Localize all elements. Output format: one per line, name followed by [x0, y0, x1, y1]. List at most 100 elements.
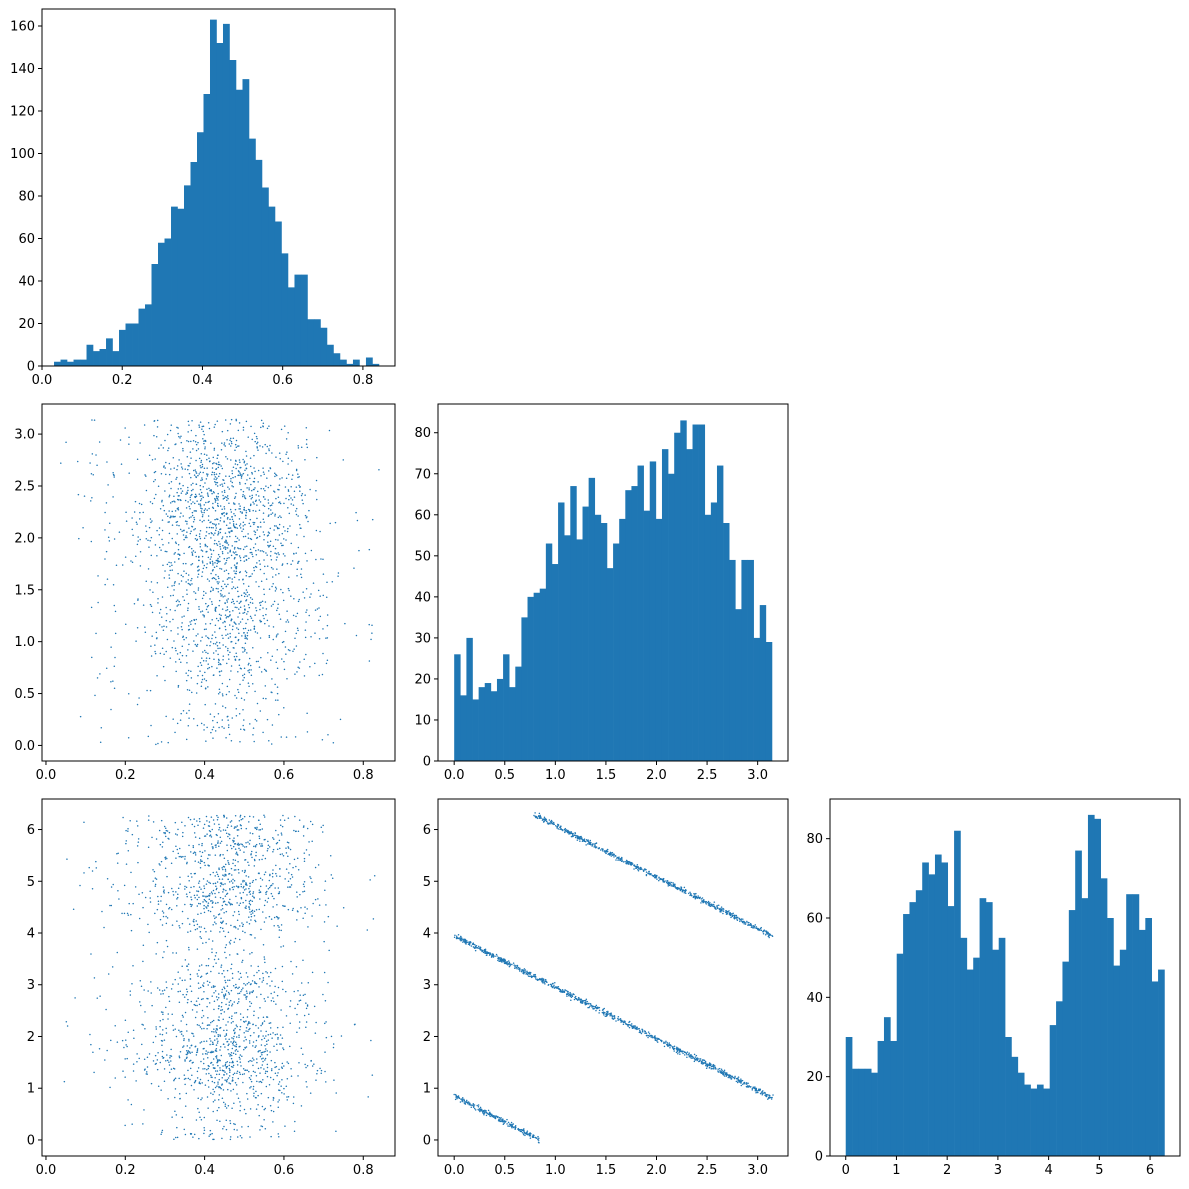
scatter-point [228, 863, 230, 866]
scatter-point [96, 464, 98, 466]
scatter-point [131, 1123, 133, 1125]
scatter-point [201, 1016, 203, 1019]
scatter-point [178, 1029, 180, 1031]
scatter-point [209, 882, 212, 885]
scatter-point [132, 1063, 135, 1065]
scatter-point [499, 1118, 502, 1120]
scatter-point [165, 1006, 167, 1009]
scatter-point [163, 831, 165, 834]
scatter-point [523, 968, 526, 970]
scatter-point [225, 634, 227, 636]
scatter-point [263, 521, 265, 523]
scatter-point [224, 868, 227, 871]
scatter-point [275, 553, 278, 555]
scatter-point [252, 521, 254, 524]
scatter-point [182, 635, 185, 637]
scatter-point [192, 448, 194, 450]
scatter-point [199, 850, 201, 853]
scatter-point [544, 983, 546, 985]
scatter-point [252, 1023, 254, 1026]
scatter-point [218, 472, 221, 475]
x-tick-label: 1.0 [545, 768, 566, 783]
scatter-point [269, 555, 272, 557]
scatter-point [217, 534, 219, 536]
scatter-point [252, 879, 255, 882]
scatter-point [225, 910, 228, 913]
scatter-point [189, 621, 191, 623]
scatter-point [177, 507, 180, 509]
scatter-point [223, 1069, 225, 1072]
scatter-point [283, 538, 285, 540]
scatter-point [237, 861, 239, 863]
scatter-point [314, 898, 317, 901]
scatter-point [268, 634, 271, 637]
scatter-point [467, 1102, 469, 1105]
scatter-point [277, 539, 279, 541]
scatter-point [306, 446, 309, 449]
scatter-point [235, 567, 238, 569]
scatter-point [227, 979, 229, 982]
scatter-point [224, 595, 226, 597]
scatter-point [202, 1062, 205, 1065]
scatter-point [205, 740, 207, 742]
scatter-point [96, 997, 99, 999]
scatter-point [251, 471, 253, 474]
scatter-point [251, 909, 254, 912]
scatter-point [178, 847, 181, 850]
scatter-point [277, 496, 280, 499]
scatter-point [176, 520, 179, 523]
scatter-point [135, 1080, 137, 1082]
scatter-point [213, 449, 216, 451]
scatter-point [286, 619, 289, 621]
scatter-point [492, 1116, 495, 1118]
scatter-point [511, 1125, 514, 1128]
scatter-point [205, 931, 207, 933]
scatter-point [178, 1093, 181, 1095]
scatter-point [298, 667, 301, 669]
scatter-point [199, 859, 202, 861]
scatter-point [223, 912, 225, 914]
scatter-point [215, 916, 217, 918]
scatter-point [215, 1048, 218, 1050]
histogram-bar [759, 605, 767, 761]
scatter-point [272, 1121, 274, 1123]
scatter-point [267, 897, 270, 900]
scatter-point [217, 461, 220, 463]
scatter-point [272, 545, 275, 548]
scatter-point [227, 577, 230, 579]
scatter-point [246, 992, 248, 994]
scatter-point [236, 825, 239, 827]
scatter-point [258, 499, 261, 501]
scatter-point [218, 829, 220, 831]
scatter-point [121, 564, 124, 566]
scatter-point [201, 425, 203, 428]
scatter-point [214, 703, 217, 705]
scatter-point [215, 483, 217, 486]
scatter-point [166, 945, 169, 948]
scatter-point [209, 598, 211, 600]
scatter-point [182, 562, 185, 565]
scatter-point [113, 538, 116, 540]
scatter-point [201, 511, 203, 514]
scatter-point [251, 1060, 253, 1062]
scatter-point [225, 617, 228, 619]
scatter-point [231, 1042, 234, 1045]
scatter-point [205, 815, 208, 818]
scatter-point [170, 1060, 172, 1062]
scatter-point [273, 1000, 275, 1003]
scatter-point [231, 515, 233, 518]
scatter-point [239, 925, 241, 927]
scatter-point [154, 1054, 157, 1057]
scatter-point [83, 495, 86, 497]
scatter-point [189, 973, 192, 976]
scatter-point [229, 1119, 231, 1122]
scatter-point [267, 847, 269, 850]
scatter-point [225, 547, 227, 549]
scatter-point [252, 727, 255, 729]
scatter-point [258, 1034, 260, 1037]
scatter-point [166, 857, 168, 860]
scatter-point [272, 1099, 275, 1101]
scatter-point [267, 486, 270, 489]
scatter-point [197, 633, 199, 635]
scatter-point [186, 895, 188, 898]
